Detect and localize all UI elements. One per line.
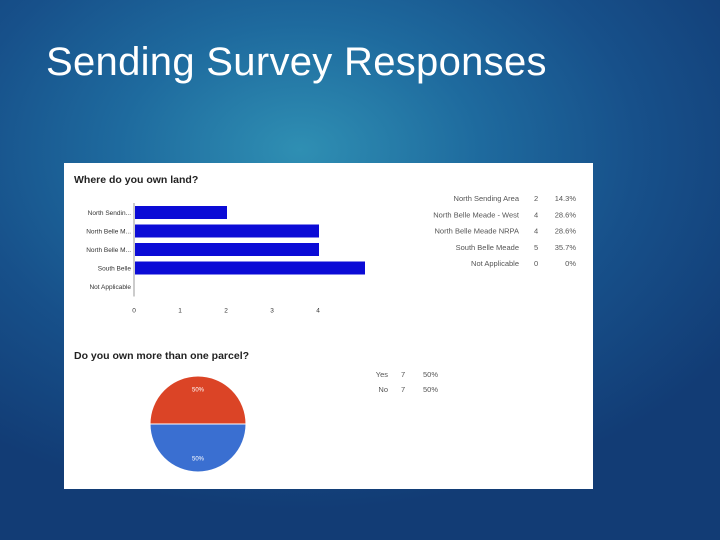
bar: [135, 224, 319, 238]
pie-slice-label: 50%: [192, 457, 205, 463]
legend-row-percent: 0%: [565, 259, 576, 268]
bar-category-label: Not Applicable: [89, 284, 131, 291]
legend-row-label: South Belle Meade: [456, 243, 519, 252]
survey-results-panel: Where do you own land? North Sendin... No…: [64, 163, 593, 489]
slide-title: Sending Survey Responses: [46, 40, 547, 84]
pie-legend-count: 7: [401, 385, 405, 394]
x-tick-label: 4: [316, 308, 320, 315]
legend-row-label: North Sending Area: [454, 194, 520, 203]
x-tick-label: 2: [224, 308, 228, 315]
bar-category-label: South Belle: [98, 266, 132, 273]
pie-chart-title: Do you own more than one parcel?: [74, 350, 250, 362]
bar-chart-title: Where do you own land?: [74, 174, 199, 186]
pie-legend-percent: 50%: [423, 370, 438, 379]
x-tick-label: 3: [270, 308, 274, 315]
legend-row-label: Not Applicable: [471, 259, 519, 268]
bar-category-label: North Belle M...: [86, 247, 131, 254]
pie-legend-label: No: [378, 385, 388, 394]
pie-legend-percent: 50%: [423, 385, 438, 394]
parcel-pie-chart: 50% 50% Yes 7 50% No 7 50%: [149, 370, 438, 473]
legend-row-label: North Belle Meade - West: [433, 210, 520, 219]
pie-legend-label: Yes: [376, 370, 388, 379]
legend-row-percent: 28.6%: [555, 210, 577, 219]
legend-row-count: 5: [534, 243, 538, 252]
legend-row-percent: 28.6%: [555, 227, 577, 236]
bar-category-label: North Sendin...: [88, 210, 132, 217]
bar: [135, 206, 227, 219]
legend-row-count: 2: [534, 194, 538, 203]
legend-row-count: 4: [534, 227, 538, 236]
pie-legend-count: 7: [401, 370, 405, 379]
bar: [135, 243, 319, 256]
bar: [135, 261, 365, 275]
pie-slice-label: 50%: [192, 387, 205, 393]
legend-row-percent: 35.7%: [555, 243, 577, 252]
legend-row-label: North Belle Meade NRPA: [435, 227, 519, 236]
bar-category-label: North Belle M...: [86, 229, 131, 236]
x-tick-label: 1: [178, 308, 182, 315]
legend-row-count: 0: [534, 259, 538, 268]
pie-slice: [149, 423, 247, 473]
pie-slice: [149, 375, 247, 425]
legend-row-percent: 14.3%: [555, 194, 577, 203]
land-bar-chart: North Sendin... North Belle M... North Bel…: [86, 194, 577, 315]
x-tick-label: 0: [132, 308, 136, 315]
legend-row-count: 4: [534, 210, 538, 219]
